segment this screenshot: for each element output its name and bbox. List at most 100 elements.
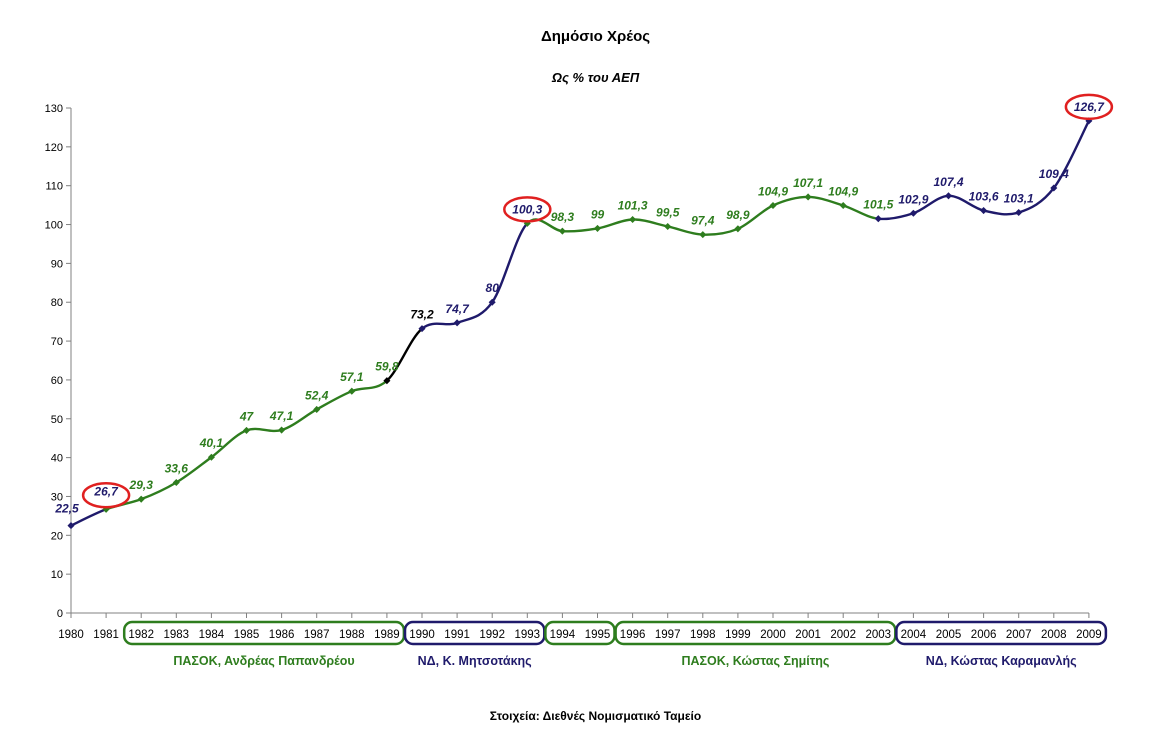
y-tick-label: 40 — [51, 453, 63, 465]
x-tick-label: 1988 — [339, 629, 365, 641]
y-tick-label: 10 — [51, 569, 63, 581]
series-line-segment — [421, 222, 529, 330]
y-tick-label: 0 — [57, 608, 63, 620]
data-label: 98,3 — [551, 210, 575, 224]
data-point — [418, 325, 426, 333]
data-label: 101,5 — [863, 198, 893, 212]
data-point — [67, 522, 75, 530]
y-tick-label: 80 — [51, 297, 63, 309]
y-tick-label: 30 — [51, 491, 63, 503]
x-tick-label: 1992 — [479, 629, 505, 641]
data-label: 98,9 — [726, 208, 750, 222]
data-label: 103,1 — [1004, 191, 1034, 205]
data-point — [488, 298, 496, 306]
data-point — [207, 453, 215, 461]
data-point — [980, 207, 988, 215]
data-point — [383, 377, 391, 385]
data-point — [699, 231, 707, 239]
data-point — [909, 209, 917, 217]
x-tick-label: 2009 — [1076, 629, 1102, 641]
x-tick-label: 1987 — [304, 629, 330, 641]
data-source-note: Στοιχεία: Διεθνές Νομισματικό Ταμείο — [489, 709, 702, 723]
data-point — [137, 495, 145, 503]
x-tick-label: 1993 — [515, 629, 541, 641]
period-label: ΝΔ, Κώστας Καραμανλής — [926, 654, 1077, 668]
y-tick-label: 20 — [51, 530, 63, 542]
x-tick-label: 1986 — [269, 629, 295, 641]
y-tick-label: 50 — [51, 414, 63, 426]
period-label: ΝΔ, Κ. Μητσοτάκης — [418, 654, 532, 668]
y-tick-label: 70 — [51, 336, 63, 348]
period-label: ΠΑΣΟΚ, Ανδρέας Παπανδρέου — [173, 654, 354, 668]
x-tick-label: 1997 — [655, 629, 681, 641]
data-label: 57,1 — [340, 370, 364, 384]
x-tick-label: 1981 — [93, 629, 119, 641]
data-point — [839, 201, 847, 210]
data-label: 73,2 — [410, 308, 434, 322]
x-tick-label: 1984 — [199, 629, 225, 641]
x-tick-label: 2001 — [795, 629, 821, 641]
chart-title: Δημόσιο Χρέος — [540, 28, 651, 45]
x-tick-label: 2000 — [760, 629, 786, 641]
x-tick-label: 2006 — [971, 629, 997, 641]
data-label: 26,7 — [93, 484, 119, 498]
data-point — [1015, 208, 1023, 217]
x-tick-label: 1989 — [374, 629, 400, 641]
x-tick-label: 2007 — [1006, 629, 1032, 641]
series-line-segment — [386, 327, 423, 382]
highlight-circle — [503, 196, 552, 223]
data-point — [804, 193, 812, 201]
x-tick-label: 1982 — [128, 629, 154, 641]
x-tick-label: 1999 — [725, 629, 751, 641]
y-tick-label: 130 — [45, 103, 63, 115]
y-tick-label: 120 — [45, 142, 63, 154]
data-point — [348, 387, 356, 395]
x-tick-label: 1980 — [58, 629, 84, 641]
data-point — [313, 405, 321, 413]
data-point — [242, 426, 251, 434]
data-point — [874, 215, 882, 223]
data-point — [278, 426, 286, 434]
data-label: 97,4 — [691, 214, 715, 228]
data-label: 99,5 — [656, 205, 680, 219]
y-tick-label: 60 — [51, 375, 63, 387]
data-label: 47 — [239, 409, 255, 423]
x-tick-label: 1990 — [409, 629, 435, 641]
x-tick-label: 1991 — [444, 629, 470, 641]
data-label: 29,3 — [129, 478, 154, 492]
data-point — [172, 478, 180, 487]
data-label: 109,4 — [1039, 167, 1069, 181]
data-label: 47,1 — [269, 409, 294, 423]
data-label: 104,9 — [758, 185, 788, 199]
data-point — [593, 224, 602, 232]
x-tick-label: 1996 — [620, 629, 646, 641]
data-point — [734, 225, 742, 233]
data-point — [944, 192, 953, 200]
data-label: 33,6 — [165, 461, 189, 475]
data-label: 107,4 — [933, 175, 963, 189]
x-tick-label: 2004 — [901, 629, 927, 641]
x-tick-label: 2003 — [866, 629, 892, 641]
period-label: ΠΑΣΟΚ, Κώστας Σημίτης — [681, 654, 829, 668]
x-tick-label: 1983 — [164, 629, 190, 641]
data-label: 80 — [486, 281, 500, 295]
y-tick-label: 100 — [45, 220, 63, 232]
data-label: 107,1 — [793, 176, 823, 190]
x-tick-label: 1985 — [234, 629, 260, 641]
data-point — [664, 222, 672, 231]
highlight-circle — [81, 482, 131, 509]
data-label: 103,6 — [969, 190, 999, 204]
data-point — [629, 215, 637, 224]
y-tick-label: 110 — [45, 181, 63, 193]
data-label: 102,9 — [898, 192, 928, 206]
x-tick-label: 1995 — [585, 629, 611, 641]
data-point — [558, 227, 566, 235]
data-label: 74,7 — [445, 302, 470, 316]
data-label: 22,5 — [54, 502, 79, 516]
data-point — [769, 201, 777, 210]
x-tick-label: 2008 — [1041, 629, 1067, 641]
y-tick-label: 90 — [51, 258, 63, 270]
data-label: 126,7 — [1074, 100, 1105, 114]
data-label: 100,3 — [512, 202, 542, 216]
